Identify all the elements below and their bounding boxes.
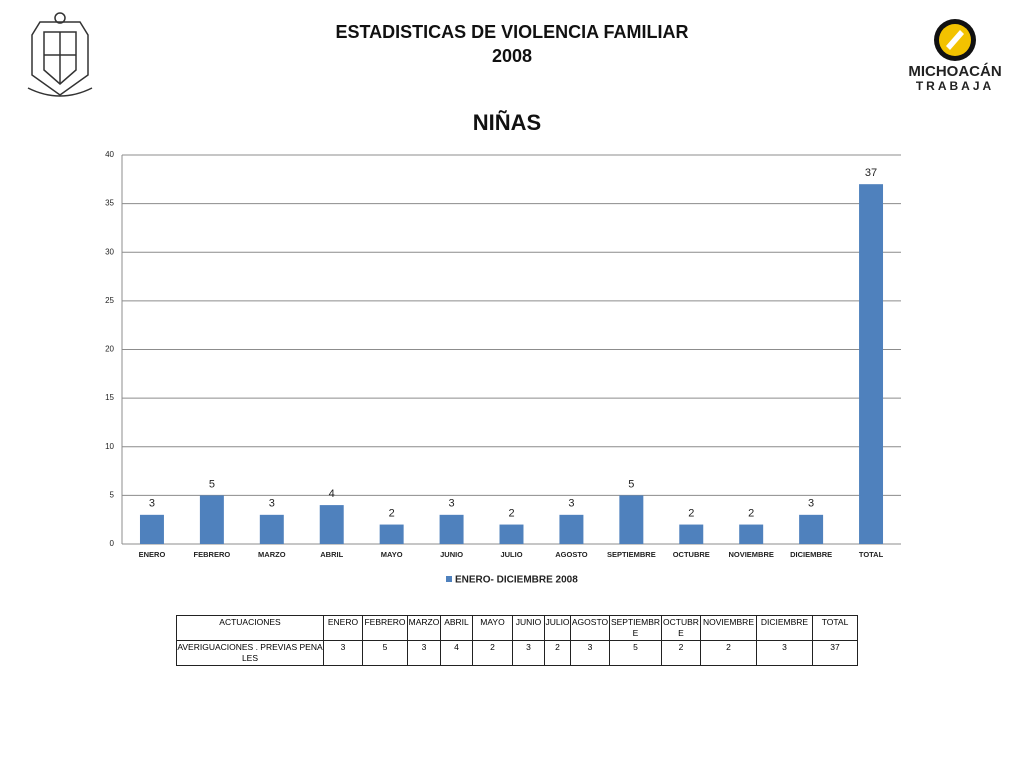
table-header-cell: ABRIL: [440, 615, 473, 641]
table-cell: 3: [512, 640, 545, 666]
x-tick-label: DICIEMBRE: [790, 550, 832, 559]
table-cell: 2: [661, 640, 701, 666]
logo-text: MICHOACÁN: [908, 63, 1001, 80]
table-header-cell: TOTAL: [812, 615, 858, 641]
table-header-cell: NOVIEMBRE: [700, 615, 757, 641]
data-label: 3: [808, 498, 814, 510]
bar: [799, 514, 824, 544]
x-tick-label: NOVIEMBRE: [728, 550, 773, 559]
table-cell: 4: [440, 640, 473, 666]
x-tick-label: JUNIO: [440, 550, 463, 559]
table-row: ACTUACIONES ENERO FEBRERO MARZO ABRIL MAYO JUN…: [176, 615, 858, 641]
table-cell: AVERIGUACIONES . PREVIAS PENALES: [176, 640, 324, 666]
table-header-cell: OCTUBRE: [661, 615, 701, 641]
table-header-cell: ENERO: [323, 615, 363, 641]
table-header-cell: DICIEMBRE: [756, 615, 813, 641]
bar: [859, 184, 884, 545]
table-header-cell: JULIO: [544, 615, 571, 641]
data-label: 5: [628, 478, 634, 490]
bar: [379, 524, 404, 544]
table-cell: 3: [570, 640, 610, 666]
table-cell: 3: [323, 640, 363, 666]
table-cell: 3: [756, 640, 813, 666]
table-cell: 3: [407, 640, 441, 666]
table-cell: 5: [609, 640, 662, 666]
bar: [619, 495, 644, 544]
y-tick-label: 10: [105, 442, 114, 451]
chart-title: NIÑAS: [473, 110, 541, 135]
bar: [199, 495, 224, 544]
x-tick-label: ABRIL: [320, 550, 343, 559]
table-cell: 2: [700, 640, 757, 666]
x-tick-label: ENERO: [139, 550, 166, 559]
x-tick-label: AGOSTO: [555, 550, 588, 559]
bar: [499, 524, 524, 544]
x-tick-label: MAYO: [381, 550, 403, 559]
bar: [319, 505, 344, 544]
page-year: 2008: [491, 46, 533, 66]
table-header-cell: MAYO: [472, 615, 513, 641]
data-label: 5: [209, 478, 215, 490]
y-tick-label: 5: [110, 490, 115, 499]
x-tick-label: FEBRERO: [194, 550, 231, 559]
y-tick-label: 20: [105, 345, 114, 354]
y-tick-label: 40: [105, 150, 114, 159]
table-cell: 5: [362, 640, 408, 666]
x-tick-label: TOTAL: [859, 550, 884, 559]
data-label: 37: [865, 167, 877, 179]
data-table: ACTUACIONES ENERO FEBRERO MARZO ABRIL MAYO JUN…: [176, 615, 858, 666]
logo-text: TRABAJA: [916, 79, 994, 93]
y-tick-label: 15: [105, 393, 114, 402]
y-tick-label: 35: [105, 199, 114, 208]
y-tick-label: 0: [110, 539, 115, 548]
table-header-cell: SEPTIEMBRE: [609, 615, 662, 641]
data-label: 2: [508, 507, 514, 519]
data-label: 3: [449, 498, 455, 510]
table-header-cell: ACTUACIONES: [176, 615, 324, 641]
bar: [139, 514, 164, 544]
page-title: ESTADISTICAS DE VIOLENCIA FAMILIAR: [335, 22, 689, 42]
bar: [559, 514, 584, 544]
data-label: 3: [149, 498, 155, 510]
x-tick-label: MARZO: [258, 550, 286, 559]
table-header-cell: JUNIO: [512, 615, 545, 641]
data-label: 2: [389, 507, 395, 519]
bar: [679, 524, 704, 544]
table-cell: 2: [472, 640, 513, 666]
data-label: 4: [329, 488, 335, 500]
table-row: AVERIGUACIONES . PREVIAS PENALES 3 5 3 4 2 3 2 3…: [176, 640, 858, 666]
table-cell: 37: [812, 640, 858, 666]
data-label: 3: [568, 498, 574, 510]
table-cell: 2: [544, 640, 571, 666]
data-label: 2: [688, 507, 694, 519]
legend-swatch: [446, 576, 452, 582]
bar: [439, 514, 464, 544]
y-tick-label: 25: [105, 296, 114, 305]
table-header-cell: MARZO: [407, 615, 441, 641]
bar: [739, 524, 764, 544]
table-header-cell: FEBRERO: [362, 615, 408, 641]
legend-label: ENERO- DICIEMBRE 2008: [455, 575, 578, 586]
crest: [27, 12, 93, 97]
x-tick-label: OCTUBRE: [673, 550, 710, 559]
logo: MICHOACÁN TRABAJA: [908, 19, 1002, 93]
data-label: 2: [748, 507, 754, 519]
x-tick-label: SEPTIEMBRE: [607, 550, 656, 559]
data-label: 3: [269, 498, 275, 510]
x-tick-label: JULIO: [500, 550, 522, 559]
y-tick-label: 30: [105, 247, 114, 256]
bar: [259, 514, 284, 544]
table-header-cell: AGOSTO: [570, 615, 610, 641]
